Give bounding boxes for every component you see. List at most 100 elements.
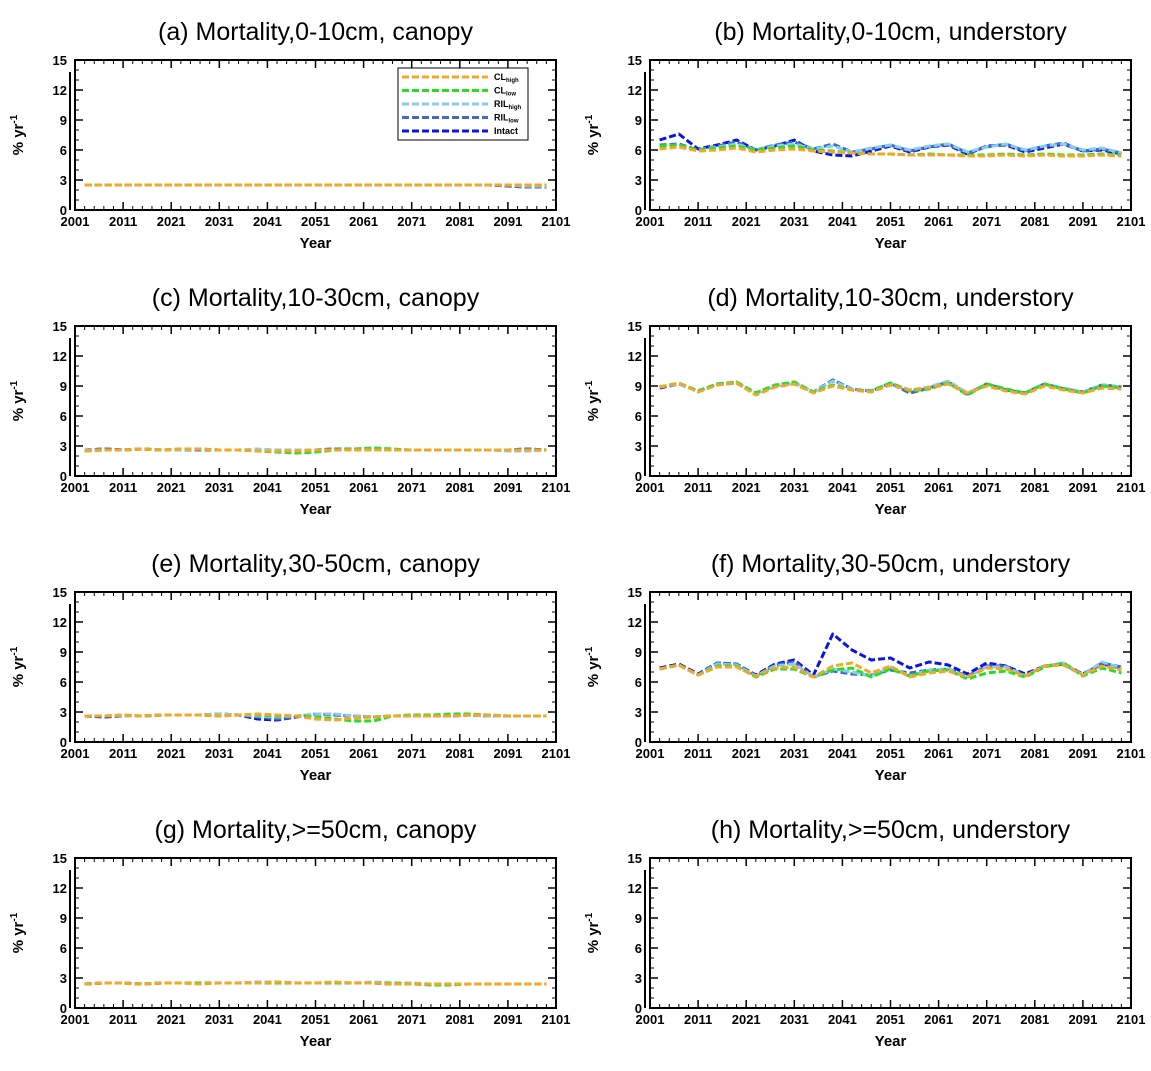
x-tick-label: 2051 — [876, 480, 905, 495]
panel-title: (g) Mortality,>=50cm, canopy — [155, 816, 477, 844]
x-tick-label: 2081 — [445, 480, 474, 495]
plot-frame — [649, 59, 1132, 211]
panel-b: (b) Mortality,0-10cm, understory 2001 2011… — [584, 18, 1145, 252]
x-tick-label: 2061 — [924, 480, 953, 495]
x-tick-label: 2071 — [972, 746, 1001, 761]
x-tick-label: 2021 — [732, 214, 761, 229]
y-tick-label: 6 — [60, 143, 67, 158]
x-tick-label: 2031 — [780, 1012, 809, 1027]
y-tick-label: 9 — [60, 113, 67, 128]
x-tick-label: 2101 — [1117, 1012, 1146, 1027]
x-tick-label: 2041 — [828, 214, 857, 229]
y-tick-label: 0 — [60, 1001, 67, 1016]
x-axis-label: Year — [875, 235, 907, 252]
legend-label: Intact — [494, 126, 518, 136]
y-tick-label: 3 — [60, 439, 67, 454]
y-tick-label: 12 — [53, 83, 67, 98]
x-tick-label: 2001 — [61, 1012, 90, 1027]
legend-label: CLhigh — [494, 72, 519, 84]
y-axis-label-text: % yr — [10, 389, 27, 421]
y-tick-label: 15 — [53, 585, 67, 600]
x-tick-label: 2021 — [732, 746, 761, 761]
panel-e: (e) Mortality,30-50cm, canopy 2001 2011 202… — [9, 550, 570, 784]
y-axis-label: % yr-1 — [9, 646, 27, 687]
x-tick-label: 2061 — [349, 480, 378, 495]
x-tick-label: 2091 — [493, 746, 522, 761]
x-tick-label: 2081 — [1020, 1012, 1049, 1027]
x-tick-label: 2071 — [397, 214, 426, 229]
x-tick-label: 2081 — [445, 214, 474, 229]
plot-frame — [649, 325, 1132, 477]
y-tick-label: 3 — [60, 705, 67, 720]
x-tick-label: 2081 — [445, 746, 474, 761]
x-tick-label: 2041 — [828, 1012, 857, 1027]
x-tick-label: 2091 — [1068, 214, 1097, 229]
y-tick-label: 3 — [635, 971, 642, 986]
x-tick-label: 2101 — [1117, 480, 1146, 495]
y-axis-label-text: % yr — [10, 655, 27, 687]
y-tick-label: 0 — [635, 1001, 642, 1016]
x-axis-label: Year — [300, 235, 332, 252]
x-tick-label: 2011 — [109, 746, 137, 761]
x-tick-label: 2061 — [924, 214, 953, 229]
y-tick-label: 6 — [60, 941, 67, 956]
x-tick-label: 2001 — [61, 214, 90, 229]
y-tick-label: 9 — [635, 379, 642, 394]
x-tick-label: 2071 — [972, 1012, 1001, 1027]
y-axis-label-superscript: -1 — [584, 380, 595, 389]
x-tick-label: 2101 — [1117, 746, 1146, 761]
x-tick-label: 2091 — [493, 480, 522, 495]
y-tick-label: 12 — [53, 615, 67, 630]
x-tick-label: 2011 — [109, 1012, 137, 1027]
x-tick-label: 2021 — [157, 1012, 186, 1027]
x-tick-label: 2051 — [876, 214, 905, 229]
y-tick-label: 12 — [628, 615, 642, 630]
y-tick-label: 15 — [53, 53, 67, 68]
x-tick-label: 2051 — [876, 746, 905, 761]
x-tick-label: 2071 — [972, 480, 1001, 495]
y-axis-label-superscript: -1 — [584, 912, 595, 921]
legend-label-text: CL — [494, 86, 506, 96]
y-tick-label: 6 — [635, 409, 642, 424]
x-tick-label: 2001 — [636, 746, 665, 761]
panel-title: (e) Mortality,30-50cm, canopy — [151, 550, 480, 578]
y-tick-label: 12 — [628, 881, 642, 896]
x-tick-label: 2041 — [828, 746, 857, 761]
legend-label: RILhigh — [494, 99, 521, 111]
x-axis-label: Year — [300, 501, 332, 518]
series-line-cl-high — [84, 712, 547, 722]
x-tick-label: 2081 — [445, 1012, 474, 1027]
x-tick-label: 2011 — [109, 214, 137, 229]
x-tick-label: 2021 — [157, 214, 186, 229]
x-tick-label: 2061 — [924, 1012, 953, 1027]
x-tick-label: 2041 — [253, 746, 282, 761]
legend-label-subscript: low — [509, 119, 519, 125]
series-line-cl-high — [84, 980, 547, 986]
legend-label-text: CL — [494, 72, 506, 82]
x-tick-label: 2101 — [542, 480, 571, 495]
y-tick-label: 15 — [628, 851, 642, 866]
y-axis-label: % yr-1 — [584, 912, 602, 953]
x-tick-label: 2081 — [1020, 480, 1049, 495]
y-tick-label: 9 — [635, 911, 642, 926]
panel-c: (c) Mortality,10-30cm, canopy 2001 2011 202… — [9, 284, 570, 518]
legend-label-subscript: high — [506, 78, 519, 84]
x-tick-label: 2001 — [636, 1012, 665, 1027]
x-tick-label: 2001 — [636, 480, 665, 495]
x-tick-label: 2051 — [876, 1012, 905, 1027]
series-line-cl-high — [659, 661, 1122, 679]
y-tick-label: 12 — [628, 83, 642, 98]
y-tick-label: 12 — [53, 881, 67, 896]
y-axis-label-text: % yr — [10, 123, 27, 155]
panel-f: (f) Mortality,30-50cm, understory 2001 201… — [584, 550, 1145, 784]
x-tick-label: 2021 — [157, 480, 186, 495]
x-tick-label: 2001 — [636, 214, 665, 229]
x-tick-label: 2081 — [1020, 746, 1049, 761]
y-axis-label: % yr-1 — [584, 380, 602, 421]
panel-d: (d) Mortality,10-30cm, understory 2001 201… — [584, 284, 1145, 518]
y-tick-label: 0 — [635, 469, 642, 484]
x-tick-label: 2061 — [924, 746, 953, 761]
y-tick-label: 3 — [60, 971, 67, 986]
x-tick-label: 2031 — [780, 214, 809, 229]
